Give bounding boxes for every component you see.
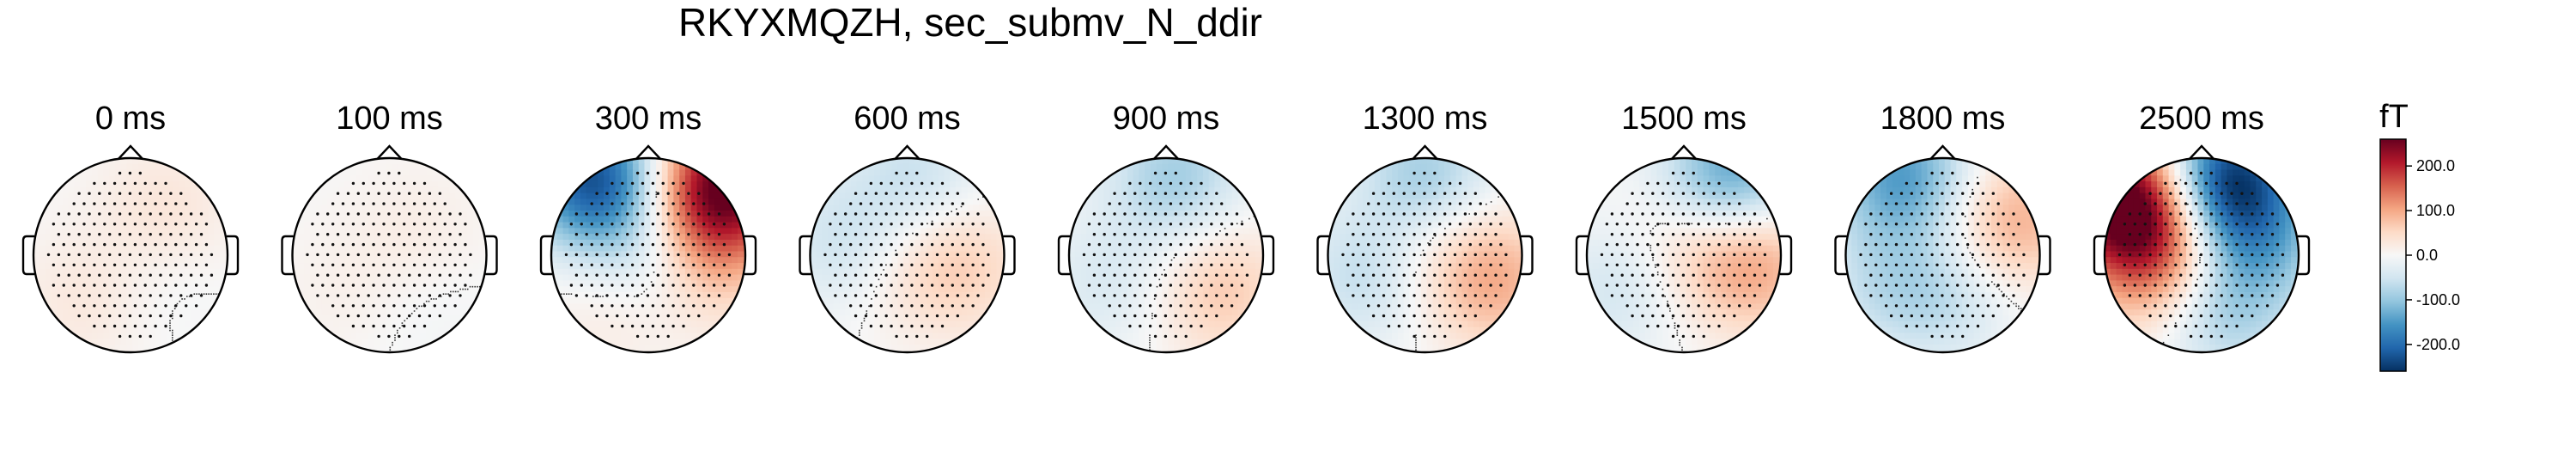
topomap-time-label: 1500 ms: [1621, 101, 1747, 137]
topomap-time-label: 100 ms: [336, 101, 443, 137]
left-ear-outline: [1057, 235, 1070, 276]
left-ear-outline: [21, 235, 34, 276]
field-map: [551, 158, 745, 352]
nose-outline: [2187, 144, 2216, 162]
topomap-panel: 0 ms: [21, 101, 240, 354]
head-outline: [2103, 156, 2300, 354]
left-ear-outline: [539, 235, 552, 276]
topomap-time-label: 1300 ms: [1363, 101, 1488, 137]
colorbar-tick-label: 200.0: [2416, 157, 2455, 174]
topomap-panel: 100 ms: [281, 101, 498, 354]
colorbar-ticks: 200.0 100.0 0.0 -100.0 -200.0: [2406, 157, 2460, 353]
head-outline: [1327, 156, 1523, 354]
left-ear-outline: [281, 235, 294, 276]
left-ear-outline: [2093, 235, 2105, 276]
head-outline: [1067, 156, 1265, 354]
sensor-positions: [46, 171, 214, 339]
right-ear-outline: [2038, 235, 2051, 276]
colorbar-tick-label: 100.0: [2416, 202, 2455, 219]
topomap-panel: 1500 ms: [1575, 101, 1793, 354]
sensor-positions: [2117, 171, 2285, 339]
right-ear-outline: [1262, 235, 1275, 276]
field-map: [1587, 158, 1781, 352]
colorbar-unit-label: fT: [2379, 99, 2409, 135]
sensor-positions: [823, 171, 990, 339]
right-ear-outline: [227, 235, 240, 276]
head-outline: [291, 156, 488, 354]
head-outline: [1844, 156, 2041, 354]
topomap-panels: 0 ms 100 ms 300 ms 600 ms 900 ms 1300 ms 1500 …: [21, 101, 2311, 354]
right-ear-outline: [1003, 235, 1016, 276]
nose-outline: [1928, 144, 1958, 162]
left-ear-outline: [1575, 235, 1588, 276]
right-ear-outline: [2298, 235, 2311, 276]
head-outline: [809, 156, 1005, 354]
topomap-panel: 600 ms: [799, 101, 1016, 354]
topomap-time-label: 0 ms: [95, 101, 166, 137]
field-map: [2105, 158, 2299, 352]
colorbar-tick-label: 0.0: [2416, 247, 2438, 264]
topomap-panel: 1300 ms: [1316, 101, 1534, 354]
right-ear-outline: [1521, 235, 1534, 276]
right-ear-outline: [1780, 235, 1793, 276]
right-ear-outline: [744, 235, 757, 276]
colorbar-tick-label: -100.0: [2416, 291, 2460, 308]
nose-outline: [374, 144, 404, 162]
field-map: [33, 158, 228, 352]
left-ear-outline: [1834, 235, 1847, 276]
sensor-positions: [1859, 171, 2026, 339]
topomap-time-label: 1800 ms: [1880, 101, 2006, 137]
head-outline: [32, 156, 229, 354]
topomap-time-label: 600 ms: [854, 101, 961, 137]
nose-outline: [634, 144, 663, 162]
colorbar: fT 200.0 100.0 0.0 -100.0 -200.0: [2379, 99, 2460, 372]
chart-title: RKYXMQZH, sec_submv_N_ddir: [678, 0, 1262, 45]
topomap-panel: 300 ms: [539, 101, 757, 354]
topomap-time-label: 300 ms: [595, 101, 702, 137]
sensor-positions: [564, 171, 732, 339]
nose-outline: [116, 144, 145, 162]
colorbar-gradient: [2379, 138, 2407, 372]
topomap-panel: 1800 ms: [1834, 101, 2051, 354]
head-outline: [550, 156, 747, 354]
sensor-positions: [306, 171, 472, 339]
nose-outline: [1151, 144, 1181, 162]
topomap-time-label: 900 ms: [1113, 101, 1220, 137]
right-ear-outline: [485, 235, 498, 276]
nose-outline: [1410, 144, 1440, 162]
topomap-time-label: 2500 ms: [2139, 101, 2264, 137]
left-ear-outline: [799, 235, 811, 276]
left-ear-outline: [1316, 235, 1329, 276]
colorbar-tick-label: -200.0: [2416, 336, 2460, 353]
field-map: [1327, 158, 1522, 352]
field-map: [810, 158, 1005, 352]
topomap-panel: 900 ms: [1057, 101, 1275, 354]
nose-outline: [892, 144, 922, 162]
sensor-positions: [1600, 171, 1767, 339]
head-outline: [1585, 156, 1783, 354]
field-map: [292, 158, 487, 352]
topomap-panel: 2500 ms: [2093, 101, 2311, 354]
nose-outline: [1669, 144, 1698, 162]
field-map: [1845, 158, 2040, 352]
sensor-positions: [1341, 171, 1508, 339]
field-map: [1069, 158, 1263, 352]
sensor-positions: [1082, 171, 1249, 339]
